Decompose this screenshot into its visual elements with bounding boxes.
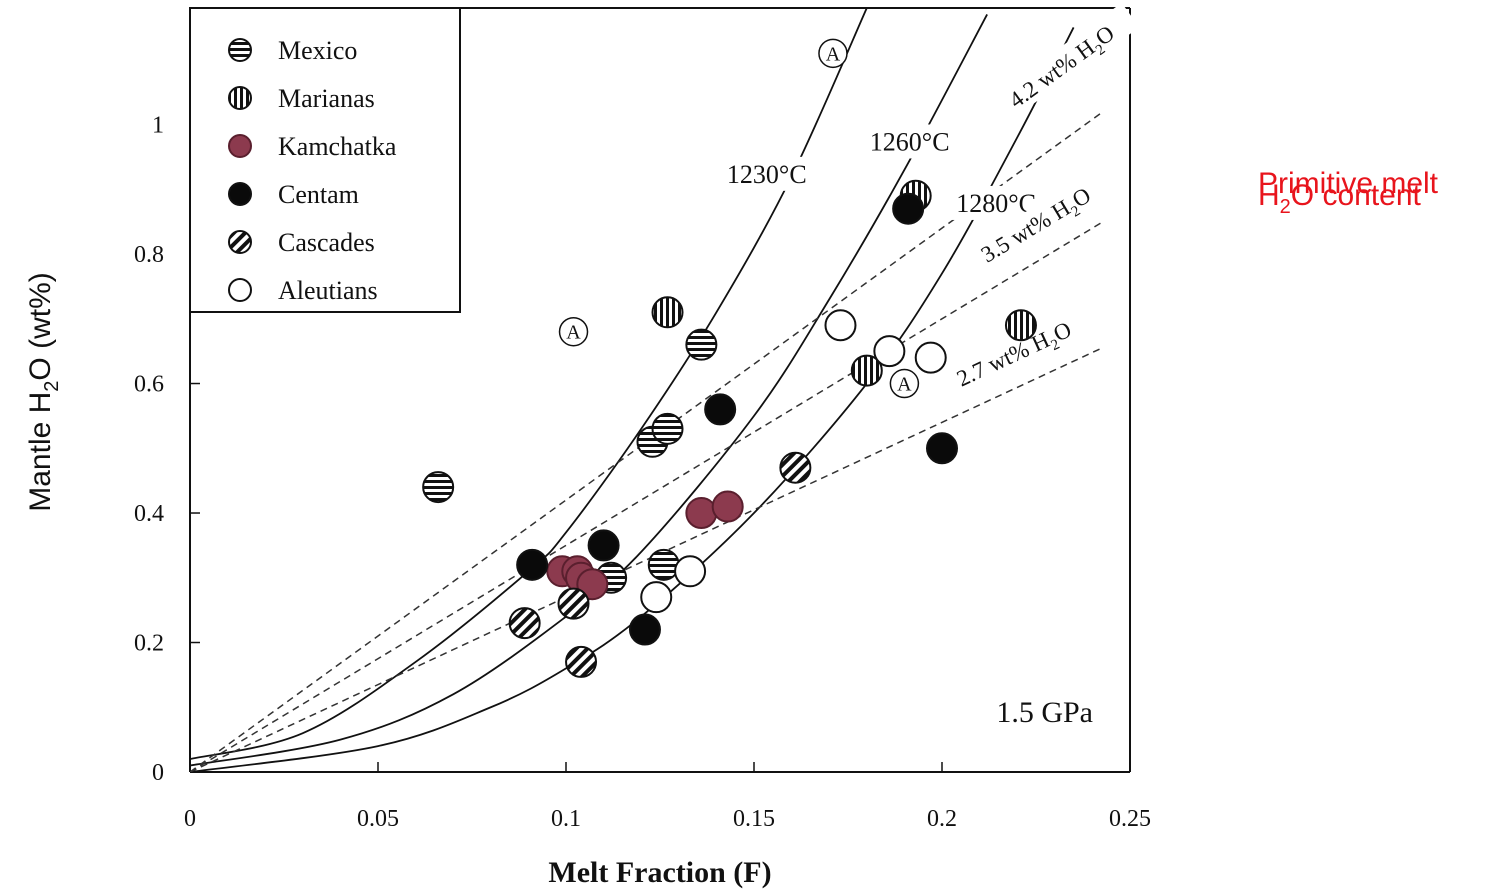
pressure-label: 1.5 GPa [996,696,1093,729]
legend-label: Kamchatka [278,132,397,161]
data-point-a: A [558,316,589,347]
isotherm-label: 1260°C [870,127,950,156]
svg-text:A: A [566,322,581,344]
data-point-centam [704,393,737,426]
y-axis-label: Mantle H2O (wt%) [24,272,63,512]
curve-labels: 1230°C 1260°C 1280°C 4.2 wt% H2O 3.5 wt% H2O… [714,2,1140,403]
data-point-a: A [889,368,920,399]
data-point-cascades [779,451,812,484]
x-tick-label: 0.15 [733,806,775,832]
melt-h2o-line [190,220,1105,772]
legend-label: Aleutians [278,276,378,305]
data-point-mexico [685,328,718,361]
x-tick-label: 0.2 [927,806,957,832]
data-point-mexico [651,412,684,445]
legend-label: Cascades [278,228,375,257]
data-point-centam [892,192,925,225]
data-point-aleutians [873,335,906,368]
x-tick-label: 0.1 [551,806,581,832]
x-tick-label: 0.25 [1109,806,1151,832]
data-point-mexico [647,548,680,581]
legend: Mexico Marianas Kamchatka Centam Cascades Ale… [189,7,461,313]
melt-h2o-line [190,346,1104,772]
legend-marker-cascades [228,230,252,254]
legend-marker-aleutians [228,278,252,302]
legend-label: Centam [278,180,359,209]
melt-line-label-bg [929,302,1098,403]
isotherm-curve [190,8,868,760]
legend-label: Marianas [278,84,375,113]
legend-marker-mexico [228,38,252,62]
axes: 0 0.05 0.1 0.15 0.2 0.25 0 0.2 0.4 0.6 0.8 1 [134,113,1151,832]
data-point-marianas [1004,309,1037,342]
isotherm-label-bg [857,124,962,159]
x-axis-label: Melt Fraction (F) [548,856,771,889]
data-point-kamchatka [576,568,609,601]
legend-label: Mexico [278,36,357,65]
data-point-centam [587,529,620,562]
isotherm-label: 1230°C [727,160,807,189]
data-point-cascades [557,587,590,620]
melt-line-label-bg [953,166,1117,281]
annotation-line-1: Primitive melt [1258,167,1439,200]
data-point-marianas [850,354,883,387]
y-tick-label: 1 [152,113,164,139]
isotherm-curve [190,14,988,767]
y-tick-label: 0.6 [134,372,164,398]
svg-text:A: A [826,43,841,65]
data-point-kamchatka [711,490,744,523]
annotation-line-2: H2O content [1258,179,1422,218]
data-point-cascades [565,645,598,678]
data-point-aleutians [914,341,947,374]
y-tick-label: 0.2 [134,631,164,657]
annotation: Primitive melt H2O content [1258,167,1439,218]
data-point-mexico [422,471,455,504]
legend-marker-marianas [228,86,252,110]
x-tick-label: 0 [184,806,196,832]
legend-marker-centam [228,182,252,206]
data-point-kamchatka [685,497,718,530]
data-point-aleutians [640,581,673,614]
data-points: A A A [422,38,1037,678]
melt-h2o-line [190,110,1105,772]
data-point-centam [628,613,661,646]
melt-line-label: 3.5 wt% H2O [953,166,1117,281]
y-tick-label: 0 [152,760,164,786]
melt-line-label-text: 4.2 wt% H2O [1004,20,1121,116]
svg-text:A: A [897,374,912,396]
melt-line-label-bg [982,2,1140,129]
x-tick-label: 0.05 [357,806,399,832]
data-point-centam [516,548,549,581]
data-point-aleutians [674,555,707,588]
data-point-aleutians [824,309,857,342]
y-tick-label: 0.8 [134,242,164,268]
melt-line-label: 4.2 wt% H2O [982,2,1140,129]
data-point-cascades [508,607,541,640]
data-point-centam [926,432,958,465]
data-point-a: A [818,38,848,69]
data-point-marianas [651,296,684,329]
y-tick-label: 0.4 [134,501,164,527]
legend-marker-kamchatka [228,134,252,158]
isotherm-label: 1280°C [956,189,1036,218]
isotherm-label-bg [714,156,819,191]
